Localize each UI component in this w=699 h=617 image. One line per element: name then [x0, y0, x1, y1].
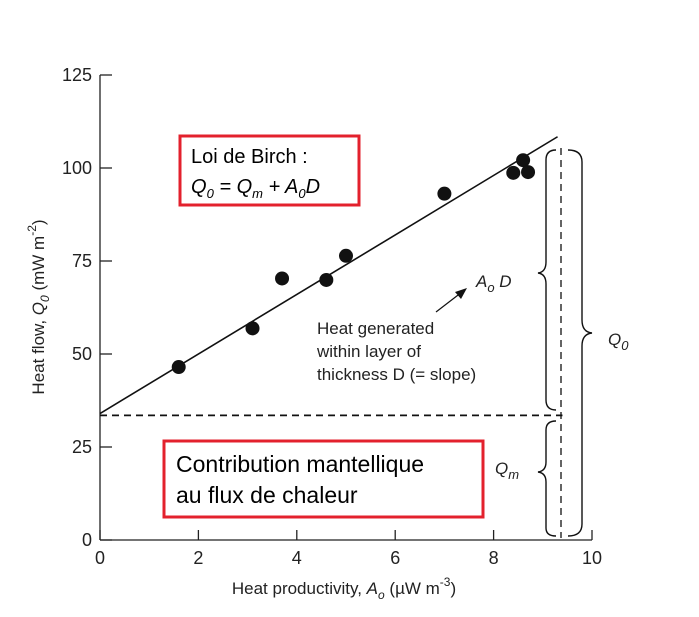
annotation-arrow-shaft [435, 291, 463, 313]
y-tick-label: 100 [62, 158, 92, 178]
data-point [171, 360, 186, 375]
birch-equation: Q0 = Qm + A0D [191, 176, 320, 201]
x-tick-label: 10 [582, 548, 602, 568]
y-tick-label: 0 [82, 530, 92, 550]
annotation-line-1: Heat generated [317, 319, 434, 338]
x-tick-label: 8 [489, 548, 499, 568]
slope-label: Ao D [475, 272, 512, 295]
y-tick-label: 25 [72, 437, 92, 457]
data-point [339, 248, 353, 263]
y-ticks: 0 25 50 75 100 125 [62, 65, 112, 550]
annotation-arrowhead [455, 288, 467, 299]
x-tick-label: 4 [292, 548, 302, 568]
x-axis-title: Heat productivity, Ao (µW m-3) [232, 575, 456, 602]
brace-a0d [537, 149, 557, 411]
annotation-line-2: within layer of [316, 342, 421, 361]
data-point [275, 271, 290, 286]
x-ticks: 0 2 4 6 8 10 [95, 530, 602, 568]
data-point [506, 165, 521, 180]
annotation-line-3: thickness D (= slope) [317, 365, 476, 384]
y-tick-label: 50 [72, 344, 92, 364]
mantle-box-line-2: au flux de chaleur [176, 482, 358, 508]
data-point [319, 272, 334, 287]
annotation-text: Heat generated within layer of thickness… [316, 319, 476, 384]
birch-law-box [178, 134, 361, 207]
y-tick-label: 125 [62, 65, 92, 85]
x-tick-label: 2 [193, 548, 203, 568]
mantle-box-line-1: Contribution mantellique [176, 451, 424, 477]
data-point [437, 186, 452, 201]
data-point [245, 321, 260, 336]
brace-qm [537, 420, 557, 537]
birch-title: Loi de Birch : [191, 146, 308, 168]
data-point [521, 165, 536, 180]
mantle-contribution-box [162, 439, 485, 519]
qm-label: Qm [495, 459, 519, 482]
q0-label: Q0 [608, 330, 629, 353]
brace-q0 [567, 149, 593, 537]
y-axis-title: Heat flow, Q0 (mW m-2) [25, 219, 52, 394]
data-points [171, 153, 536, 375]
x-tick-label: 0 [95, 548, 105, 568]
x-tick-label: 6 [390, 548, 400, 568]
data-point [516, 153, 531, 168]
y-tick-label: 75 [72, 251, 92, 271]
